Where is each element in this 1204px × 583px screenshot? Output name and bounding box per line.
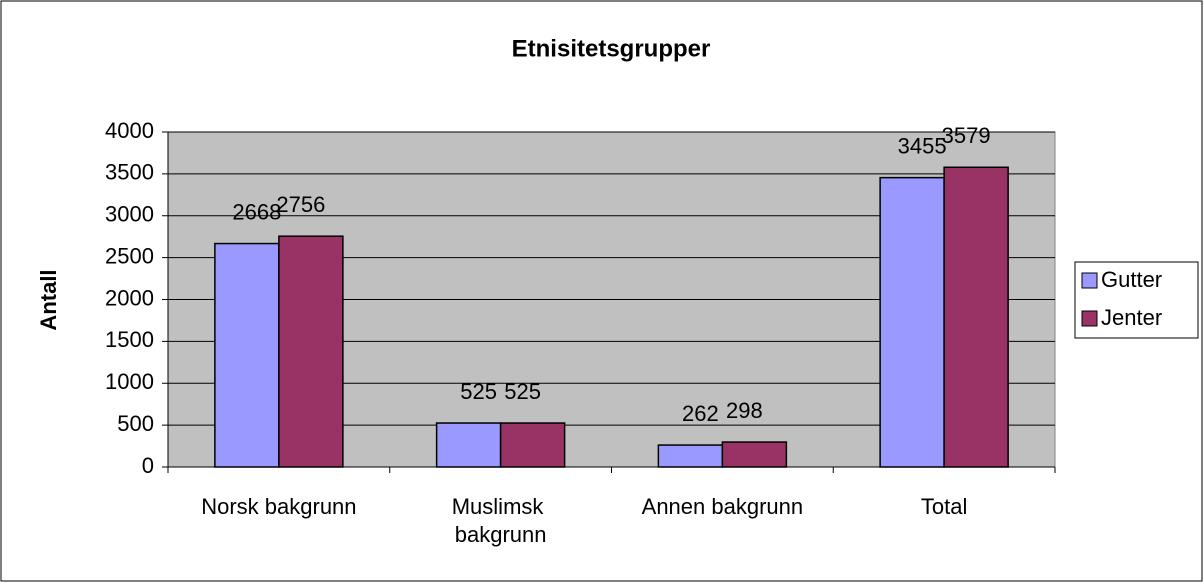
bar	[499, 422, 566, 468]
bar	[278, 235, 344, 468]
legend-swatch	[1081, 272, 1098, 289]
data-label: 3579	[942, 123, 991, 148]
y-axis-label: Antall	[36, 269, 61, 330]
legend-label: Gutter	[1101, 267, 1162, 292]
x-tick-label: Norsk bakgrunn	[201, 494, 356, 519]
data-label: 3455	[898, 133, 947, 158]
y-tick-label: 4000	[105, 118, 154, 143]
data-label: 525	[460, 379, 497, 404]
y-tick-label: 2000	[105, 285, 154, 310]
bar	[879, 176, 945, 468]
data-label: 262	[682, 401, 719, 426]
y-tick-label: 1500	[105, 327, 154, 352]
x-tick-label: Annen bakgrunn	[642, 494, 803, 519]
bar	[943, 166, 1009, 468]
legend-label: Jenter	[1101, 305, 1162, 330]
y-tick-label: 3000	[105, 202, 154, 227]
data-label: 298	[726, 398, 763, 423]
y-tick-label: 0	[142, 453, 154, 478]
data-label: 2756	[276, 192, 325, 217]
x-tick-label: Total	[921, 494, 967, 519]
y-tick-label: 500	[117, 411, 154, 436]
bar	[657, 444, 724, 468]
chart-title: Etnisitetsgrupper	[512, 35, 711, 62]
data-label: 525	[504, 379, 541, 404]
legend-swatch	[1081, 310, 1098, 327]
bar	[435, 422, 502, 468]
bar	[214, 242, 280, 468]
x-tick-label: Muslimsk bakgrunn	[452, 494, 550, 547]
y-tick-label: 2500	[105, 243, 154, 268]
bar	[721, 441, 788, 468]
y-tick-label: 1000	[105, 369, 154, 394]
y-tick-label: 3500	[105, 160, 154, 185]
data-label: 2668	[232, 199, 281, 224]
